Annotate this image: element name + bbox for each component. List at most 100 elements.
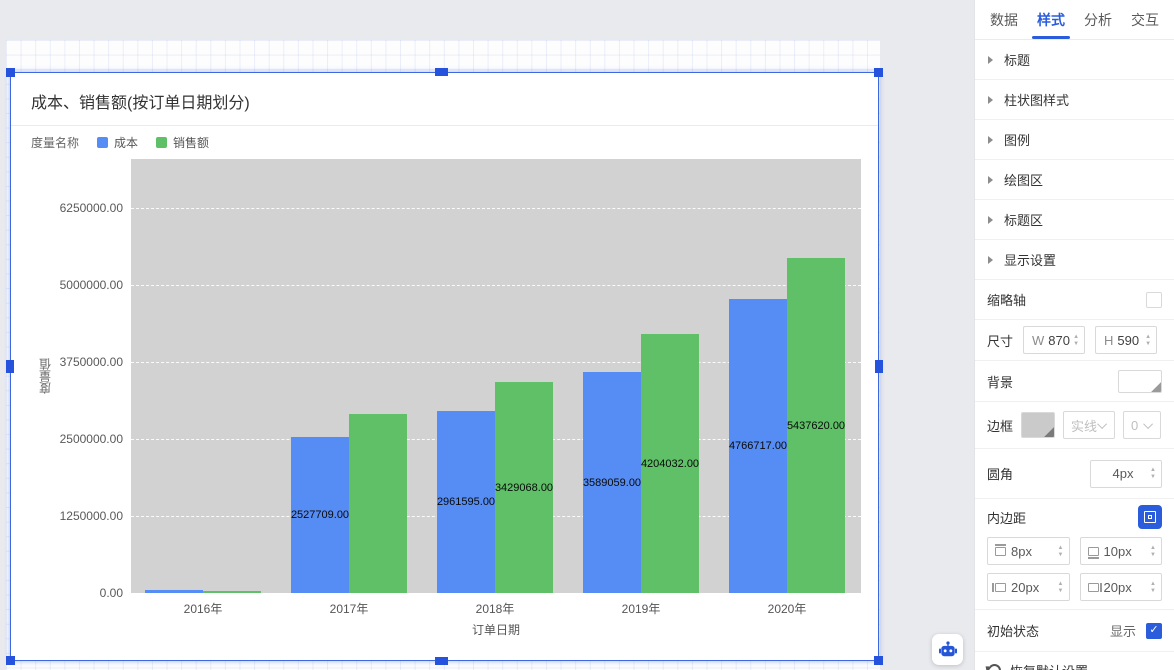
height-prefix: H	[1104, 332, 1114, 348]
spinner-down-icon[interactable]: ▼	[1057, 551, 1064, 558]
radius-value: 4px	[1112, 466, 1134, 481]
spinner-up-icon[interactable]: ▲	[1150, 580, 1156, 587]
legend-item-cost[interactable]: 成本	[97, 134, 138, 151]
section-legend[interactable]: 图例	[975, 120, 1174, 160]
chart-title: 成本、销售额(按订单日期划分)	[31, 95, 250, 112]
legend-swatch-cost	[97, 136, 109, 148]
resize-handle-top-right[interactable]	[874, 68, 883, 77]
resize-handle-bottom-left[interactable]	[6, 656, 15, 665]
width-value: 870	[1048, 332, 1070, 348]
bar-sales-3[interactable]	[641, 334, 699, 593]
section-bar-style[interactable]: 柱状图样式	[975, 80, 1174, 120]
spinner-up-icon[interactable]: ▲	[1057, 544, 1064, 551]
padding-icon	[1144, 511, 1156, 523]
spinner-up-icon[interactable]: ▲	[1150, 467, 1156, 473]
row-background: 背景	[975, 361, 1174, 402]
bar-sales-1[interactable]	[349, 414, 407, 593]
x-tick-label: 2017年	[329, 602, 369, 616]
tab-style[interactable]: 样式	[1032, 0, 1070, 39]
padding-right-icon	[1087, 582, 1102, 592]
ai-assistant-button[interactable]	[932, 634, 963, 665]
bar-sales-4[interactable]	[787, 258, 845, 593]
padding-bottom-stepper[interactable]: ▲ ▼	[1147, 545, 1159, 558]
gridline	[131, 362, 861, 363]
resize-handle-left-middle[interactable]	[6, 360, 14, 373]
y-tick-label: 3750000.00	[59, 355, 123, 369]
legend-item-sales[interactable]: 销售额	[156, 134, 209, 151]
row-initial-state: 初始状态 显示 ✓	[975, 610, 1174, 652]
spinner-up-icon[interactable]: ▲	[1057, 580, 1064, 587]
section-title-area[interactable]: 标题区	[975, 200, 1174, 240]
plot-area: 2527709.00 2961595.00 3429068.00 3589059.00…	[131, 159, 861, 593]
spinner-down-icon[interactable]: ▼	[1073, 340, 1080, 347]
spinner-down-icon[interactable]: ▼	[1150, 587, 1156, 594]
border-style-value: 实线	[1071, 418, 1098, 434]
triangle-right-icon	[988, 215, 993, 224]
tab-analysis[interactable]: 分析	[1084, 11, 1112, 28]
width-input[interactable]: W 870 ▲ ▼	[1023, 326, 1086, 354]
border-label: 边框	[987, 418, 1014, 434]
radius-input[interactable]: 4px ▲ ▼	[1090, 459, 1162, 488]
chart-widget[interactable]: 成本、销售额(按订单日期划分) 度量名称 成本 销售额 度量值 0.00 1250…	[10, 72, 879, 661]
border-width-select[interactable]: 0	[1123, 411, 1162, 439]
checkmark-icon: ✓	[1149, 624, 1159, 636]
reset-defaults-button[interactable]: 恢复默认设置	[975, 652, 1174, 670]
padding-link-button[interactable]	[1138, 505, 1162, 529]
height-input[interactable]: H 590 ▲ ▼	[1095, 326, 1158, 354]
robot-icon	[938, 640, 958, 660]
bar-sales-0[interactable]	[203, 591, 261, 593]
bar-sales-2[interactable]	[495, 382, 553, 593]
x-tick-label: 2016年	[183, 602, 223, 616]
section-label: 图例	[1004, 133, 1031, 148]
width-prefix: W	[1032, 332, 1045, 348]
legend: 度量名称 成本 销售额	[31, 133, 209, 151]
tab-interaction[interactable]: 交互	[1131, 11, 1159, 28]
section-plot-area[interactable]: 绘图区	[975, 160, 1174, 200]
spinner-up-icon[interactable]: ▲	[1145, 333, 1152, 340]
spinner-down-icon[interactable]: ▼	[1145, 340, 1152, 347]
padding-top-stepper[interactable]: ▲ ▼	[1055, 545, 1067, 558]
border-style-select[interactable]: 实线	[1063, 411, 1116, 439]
resize-handle-top-center[interactable]	[435, 68, 448, 76]
chevron-down-icon	[1143, 418, 1154, 429]
spinner-down-icon[interactable]: ▼	[1057, 587, 1064, 594]
spinner-down-icon[interactable]: ▼	[1150, 551, 1156, 558]
padding-right-input[interactable]: 20px ▲ ▼	[1079, 573, 1162, 601]
y-tick-label: 1250000.00	[59, 509, 123, 523]
resize-handle-bottom-right[interactable]	[874, 656, 883, 665]
border-color-swatch[interactable]	[1021, 412, 1056, 438]
title-divider	[11, 125, 878, 126]
radius-stepper[interactable]: ▲ ▼	[1147, 467, 1159, 480]
section-title[interactable]: 标题	[975, 40, 1174, 80]
spinner-up-icon[interactable]: ▲	[1150, 544, 1156, 551]
spinner-down-icon[interactable]: ▼	[1150, 474, 1156, 480]
spinner-up-icon[interactable]: ▲	[1073, 333, 1080, 340]
padding-bottom-icon	[1087, 546, 1099, 559]
section-display-settings[interactable]: 显示设置	[975, 240, 1174, 280]
bar-cost-4[interactable]	[729, 299, 787, 593]
thumbnail-axis-checkbox[interactable]	[1146, 291, 1162, 308]
bar-cost-2[interactable]	[437, 411, 495, 593]
y-tick-label: 2500000.00	[59, 432, 123, 446]
height-stepper[interactable]: ▲ ▼	[1142, 334, 1154, 347]
width-stepper[interactable]: ▲ ▼	[1070, 334, 1082, 347]
padding-left-stepper[interactable]: ▲ ▼	[1055, 581, 1067, 594]
initial-state-checkbox[interactable]: ✓	[1146, 622, 1162, 639]
padding-bottom-input[interactable]: 10px ▲ ▼	[1079, 537, 1162, 565]
resize-handle-bottom-center[interactable]	[435, 657, 448, 665]
padding-top-icon	[995, 543, 1006, 556]
padding-left-input[interactable]: 20px ▲ ▼	[987, 573, 1070, 601]
bar-cost-0[interactable]	[145, 590, 203, 593]
background-color-swatch[interactable]	[1118, 369, 1162, 393]
tab-data[interactable]: 数据	[990, 11, 1018, 28]
resize-handle-top-left[interactable]	[6, 68, 15, 77]
bar-cost-3[interactable]	[583, 372, 641, 593]
padding-top-input[interactable]: 8px ▲ ▼	[987, 537, 1070, 565]
bar-cost-1[interactable]	[291, 437, 349, 593]
y-tick-label: 5000000.00	[59, 278, 123, 292]
gridline	[131, 208, 861, 209]
resize-handle-right-middle[interactable]	[875, 360, 883, 373]
x-tick-label: 2018年	[475, 602, 515, 616]
row-thumbnail-axis: 缩略轴	[975, 280, 1174, 320]
padding-right-stepper[interactable]: ▲ ▼	[1147, 581, 1159, 594]
